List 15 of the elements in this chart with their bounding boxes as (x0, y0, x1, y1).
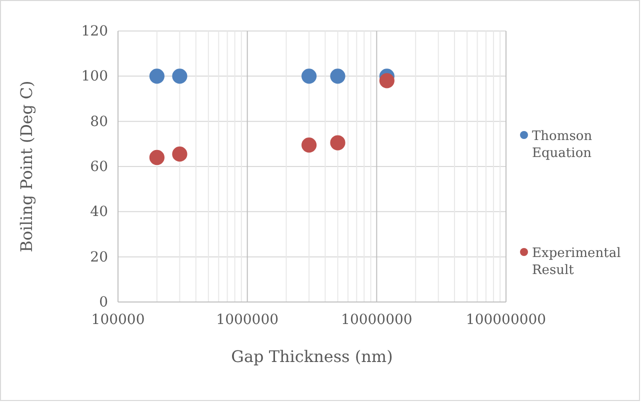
y-tick-label: 60 (90, 158, 108, 175)
x-axis-title: Gap Thickness (nm) (231, 347, 393, 366)
y-tick-label: 120 (81, 23, 108, 40)
x-tick-label: 100000000 (466, 312, 546, 328)
legend-label: Thomson Equation (532, 129, 593, 161)
y-axis-title: Boiling Point (Deg C) (17, 80, 36, 252)
y-tick-label: 40 (90, 204, 108, 220)
x-tick-label: 10000000 (341, 312, 412, 328)
y-tick-label: 80 (90, 114, 108, 130)
y-tick-label: 20 (90, 249, 108, 266)
legend-label: Experimental Result (532, 246, 621, 278)
x-tick-label: 1000000 (216, 312, 279, 328)
y-tick-label: 100 (81, 68, 108, 85)
y-tick-label: 0 (99, 294, 108, 310)
x-tick-label: 100000 (91, 312, 145, 328)
